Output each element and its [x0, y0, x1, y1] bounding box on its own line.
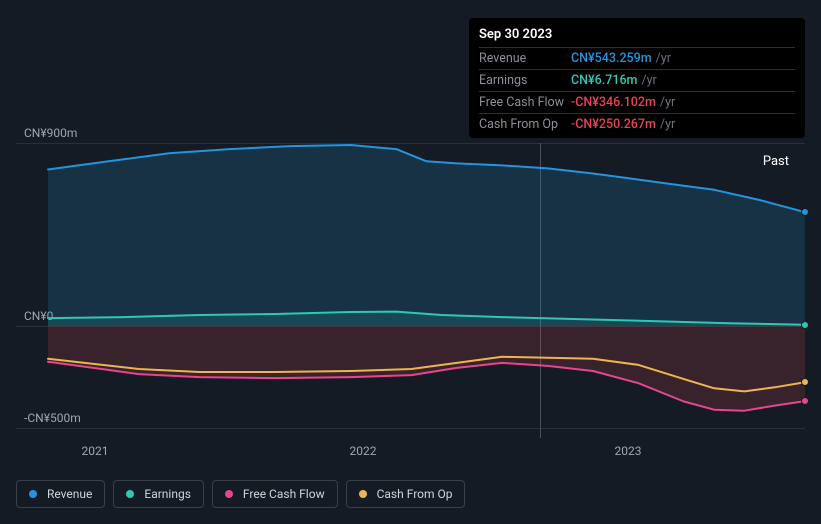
tooltip-date: Sep 30 2023 [479, 23, 795, 47]
legend-dot-icon [225, 490, 233, 498]
x-axis: 2021 2022 2023 [16, 444, 805, 464]
legend: Revenue Earnings Free Cash Flow Cash From O… [16, 480, 465, 508]
x-axis-label: 2023 [614, 444, 641, 458]
legend-dot-icon [126, 490, 134, 498]
chart-area: CN¥900mCN¥0-CN¥500m Past [16, 124, 805, 438]
legend-label: Free Cash Flow [243, 487, 325, 501]
legend-item-cash_from_op[interactable]: Cash From Op [346, 480, 466, 508]
series-end-dot-revenue [801, 208, 809, 216]
legend-label: Revenue [47, 487, 92, 501]
legend-item-revenue[interactable]: Revenue [16, 480, 105, 508]
tooltip-label: Earnings [479, 73, 571, 88]
series-end-dot-free_cash_flow [801, 397, 809, 405]
chart-plot [16, 124, 805, 438]
tooltip-suffix: /yr [641, 73, 656, 88]
tooltip-value: -CN¥346.102m [571, 95, 656, 110]
x-axis-label: 2022 [350, 444, 377, 458]
series-end-dot-cash_from_op [801, 378, 809, 386]
tooltip-value: CN¥6.716m [571, 73, 637, 88]
legend-dot-icon [29, 490, 37, 498]
tooltip-row: Cash From Op-CN¥250.267m/yr [479, 113, 795, 135]
tooltip-row: Free Cash Flow-CN¥346.102m/yr [479, 91, 795, 113]
tooltip-row: EarningsCN¥6.716m/yr [479, 69, 795, 91]
tooltip-suffix: /yr [660, 117, 675, 132]
tooltip-label: Free Cash Flow [479, 95, 571, 110]
legend-item-earnings[interactable]: Earnings [113, 480, 204, 508]
past-label: Past [763, 154, 789, 169]
tooltip-label: Cash From Op [479, 117, 571, 132]
data-tooltip: Sep 30 2023 RevenueCN¥543.259m/yrEarning… [469, 18, 805, 138]
tooltip-value: CN¥543.259m [571, 51, 652, 66]
tooltip-label: Revenue [479, 51, 571, 66]
legend-item-free_cash_flow[interactable]: Free Cash Flow [212, 480, 338, 508]
x-axis-label: 2021 [82, 444, 109, 458]
tooltip-value: -CN¥250.267m [571, 117, 656, 132]
legend-label: Earnings [144, 487, 191, 501]
legend-dot-icon [359, 490, 367, 498]
tooltip-suffix: /yr [656, 51, 671, 66]
tooltip-suffix: /yr [660, 95, 675, 110]
series-end-dot-earnings [801, 321, 809, 329]
tooltip-row: RevenueCN¥543.259m/yr [479, 47, 795, 69]
legend-label: Cash From Op [377, 487, 453, 501]
